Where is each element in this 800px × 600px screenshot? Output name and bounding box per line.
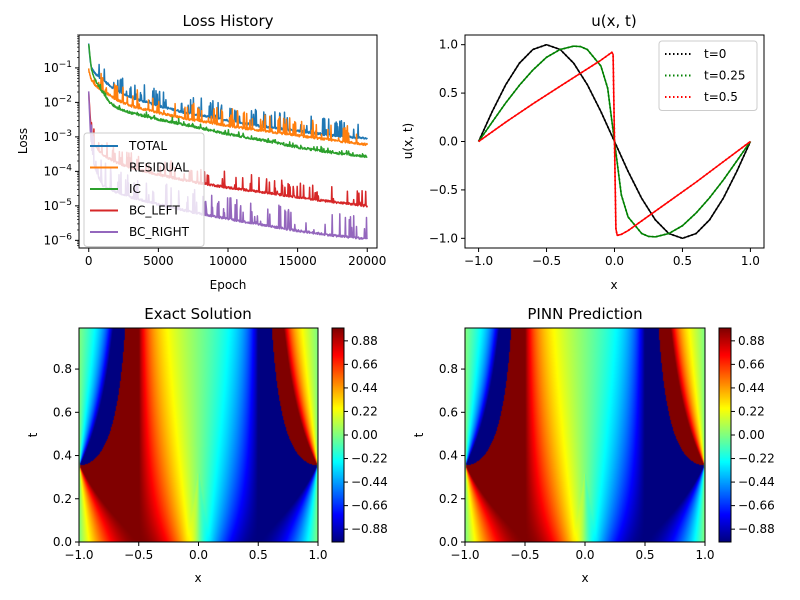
loss-series-ic: [87, 44, 368, 159]
loss-y-tick-label: 10−6: [43, 232, 72, 247]
pinn-y-tick-label: 0.8: [439, 362, 458, 376]
pinn-prediction-heatmap: PINN Prediction −1.0 −0.5 0.0 0.5 1.0 0.0 0.2…: [412, 305, 775, 585]
u-x-tick-label: −1.0: [464, 254, 493, 268]
loss-legend-box: [83, 132, 205, 247]
u-y-tick-label: −0.5: [429, 183, 458, 197]
pinn-heatmap-image: [465, 328, 705, 542]
loss-series-residual: [87, 68, 369, 147]
loss-y-tick-label: 10−1: [43, 60, 72, 75]
loss-y-tick-label: 10−5: [43, 198, 72, 213]
loss-y-tick-label: 10−3: [43, 129, 72, 144]
u-y-tick-label: 1.0: [439, 38, 458, 52]
u-y-tick-label: −1.0: [429, 231, 458, 245]
loss-x-tick-label: 10000: [209, 254, 247, 268]
exact-colorbar-tick-label: −0.88: [351, 522, 388, 536]
loss-legend-label: BC_LEFT: [129, 204, 180, 218]
loss-y-axis-label: Loss: [16, 128, 30, 154]
exact-y-tick-label: 0.0: [53, 535, 72, 549]
pinn-colorbar-tick-label: −0.44: [738, 475, 775, 489]
u-chart-title: u(x, t): [591, 12, 637, 30]
pinn-colorbar: [719, 328, 731, 542]
exact-colorbar-tick-label: −0.22: [351, 452, 388, 466]
pinn-colorbar-tick-label: 0.88: [738, 334, 765, 348]
pinn-y-tick-label: 0.2: [439, 492, 458, 506]
pinn-x-tick-label: 0.0: [575, 548, 594, 562]
u-legend-box: [658, 40, 758, 111]
loss-legend-label: IC: [129, 182, 141, 196]
loss-x-tick-label: 20000: [348, 254, 386, 268]
exact-y-tick-label: 0.2: [53, 492, 72, 506]
u-legend: t=0 t=0.25 t=0.5: [658, 40, 758, 111]
exact-colorbar: [332, 328, 344, 542]
pinn-colorbar-tick-label: −0.22: [738, 452, 775, 466]
loss-x-tick-label: 5000: [143, 254, 174, 268]
u-x-axis-label: x: [610, 278, 617, 292]
u-y-axis-label: u(x, t): [401, 123, 415, 159]
pinn-y-axis-label: t: [412, 432, 426, 437]
exact-y-tick-label: 0.8: [53, 362, 72, 376]
pinn-x-tick-label: −0.5: [510, 548, 539, 562]
pinn-colorbar-tick-label: 0.22: [738, 404, 765, 418]
exact-y-tick-label: 0.6: [53, 405, 72, 419]
loss-legend-label: TOTAL: [128, 139, 167, 153]
exact-x-axis-label: x: [194, 571, 201, 585]
u-y-tick-label: 0.0: [439, 135, 458, 149]
exact-heatmap-image: [79, 328, 318, 542]
pinn-colorbar-tick-label: 0.00: [738, 428, 765, 442]
u-legend-label: t=0: [704, 47, 726, 61]
pinn-y-tick-label: 0.6: [439, 405, 458, 419]
pinn-colorbar-tick-label: −0.66: [738, 499, 775, 513]
loss-x-axis-label: Epoch: [210, 278, 247, 292]
u-legend-label: t=0.5: [704, 90, 738, 104]
exact-colorbar-tick-label: 0.00: [351, 428, 378, 442]
u-x-tick-label: 0.0: [605, 254, 624, 268]
exact-chart-title: Exact Solution: [144, 305, 252, 323]
exact-colorbar-tick-label: −0.44: [351, 475, 388, 489]
pinn-x-axis-label: x: [581, 571, 588, 585]
exact-x-tick-label: 0.0: [189, 548, 208, 562]
pinn-x-tick-label: 1.0: [695, 548, 714, 562]
exact-y-tick-label: 0.4: [53, 449, 72, 463]
u-series-line-t-05: [478, 51, 751, 237]
exact-x-tick-label: −1.0: [64, 548, 93, 562]
exact-colorbar-tick-label: 0.66: [351, 357, 378, 371]
pinn-colorbar-tick-label: 0.44: [738, 381, 765, 395]
u-y-tick-label: 0.5: [439, 86, 458, 100]
pinn-colorbar-tick-label: −0.88: [738, 522, 775, 536]
exact-x-tick-label: 1.0: [308, 548, 327, 562]
exact-colorbar-tick-label: 0.88: [351, 334, 378, 348]
loss-legend-label: RESIDUAL: [129, 161, 189, 175]
pinn-x-tick-label: 0.5: [635, 548, 654, 562]
exact-colorbar-tick-label: 0.22: [351, 404, 378, 418]
pinn-y-tick-label: 0.0: [439, 535, 458, 549]
u-x-tick-label: −0.5: [532, 254, 561, 268]
loss-y-tick-label: 10−4: [43, 163, 72, 178]
exact-colorbar-tick-label: 0.44: [351, 381, 378, 395]
loss-x-tick-label: 0: [85, 254, 93, 268]
u-legend-label: t=0.25: [704, 69, 745, 83]
exact-x-tick-label: −0.5: [124, 548, 153, 562]
exact-solution-heatmap: Exact Solution −1.0 −0.5 0.0 0.5 1.0 0.0 0.2 0…: [26, 305, 388, 585]
pinn-colorbar-tick-label: 0.66: [738, 357, 765, 371]
u-profile-chart: u(x, t) −1.0 −0.5 0.0 0.5 1.0 −1.0 −0.5 0.0 0.5…: [401, 12, 765, 292]
loss-legend-label: BC_RIGHT: [129, 225, 190, 239]
pinn-chart-title: PINN Prediction: [527, 305, 642, 323]
exact-colorbar-tick-label: −0.66: [351, 499, 388, 513]
pinn-y-tick-label: 0.4: [439, 449, 458, 463]
exact-y-axis-label: t: [26, 432, 40, 437]
loss-chart-title: Loss History: [182, 12, 273, 30]
exact-x-tick-label: 0.5: [249, 548, 268, 562]
loss-y-tick-label: 10−2: [43, 94, 72, 109]
loss-history-chart: Loss History 0 5000 10000 15000 20000 10−6 10…: [16, 12, 386, 292]
loss-x-tick-label: 15000: [279, 254, 317, 268]
u-x-tick-label: 1.0: [741, 254, 760, 268]
pinn-x-tick-label: −1.0: [450, 548, 479, 562]
loss-legend: TOTAL RESIDUAL IC BC_LEFT BC_RIGHT: [83, 132, 205, 247]
u-x-tick-label: 0.5: [673, 254, 692, 268]
